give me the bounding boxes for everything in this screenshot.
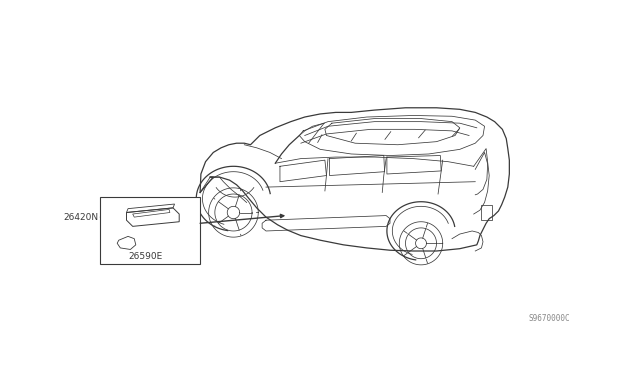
Text: S9670000C: S9670000C: [528, 314, 570, 323]
Bar: [100, 197, 200, 264]
Bar: [481, 205, 492, 220]
Text: 26420N: 26420N: [63, 213, 99, 222]
Text: 26590E: 26590E: [128, 252, 163, 261]
